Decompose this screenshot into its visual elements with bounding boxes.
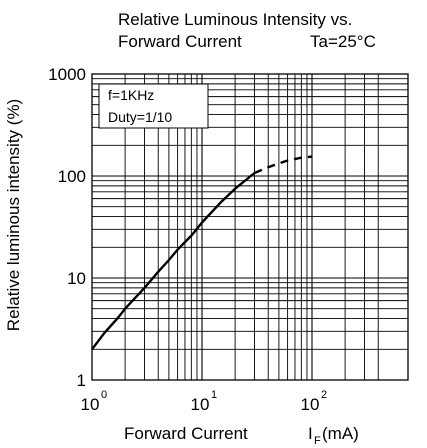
x-tick-label: 10 2 bbox=[301, 389, 328, 414]
x-axis-label: Forward Current I F (mA) bbox=[124, 424, 359, 447]
condition-label: Ta=25°C bbox=[310, 32, 376, 51]
x-tick-label: 10 0 bbox=[81, 389, 108, 414]
x-axis-label-subscript: F bbox=[314, 435, 321, 447]
grid bbox=[91, 73, 409, 381]
y-tick-label: 10 bbox=[67, 269, 86, 288]
x-tick-exponent: 0 bbox=[101, 389, 107, 401]
y-axis-label: Relative luminous intensity (%) bbox=[4, 99, 23, 331]
series-curve-solid bbox=[91, 172, 256, 351]
x-tick-base: 10 bbox=[301, 395, 320, 414]
chart-title-line2: Forward Current bbox=[118, 32, 242, 51]
series-curve-dashed bbox=[254, 155, 313, 175]
x-tick-exponent: 1 bbox=[211, 389, 217, 401]
series-curves bbox=[91, 155, 313, 351]
y-tick-label: 1000 bbox=[48, 65, 86, 84]
x-axis-label-text: Forward Current bbox=[124, 424, 248, 443]
x-tick-exponent: 2 bbox=[321, 389, 327, 401]
x-tick-label: 10 1 bbox=[191, 389, 218, 414]
x-tick-base: 10 bbox=[191, 395, 210, 414]
legend-box: f=1KHz Duty=1/10 bbox=[98, 83, 209, 129]
y-tick-label: 100 bbox=[58, 167, 86, 186]
y-tick-labels: 1 10 100 1000 bbox=[48, 65, 86, 390]
x-tick-base: 10 bbox=[81, 395, 100, 414]
x-axis-label-unit: (mA) bbox=[322, 424, 359, 443]
chart-title-line1: Relative Luminous Intensity vs. bbox=[118, 10, 352, 29]
y-tick-label: 1 bbox=[77, 371, 86, 390]
legend-duty: Duty=1/10 bbox=[108, 109, 172, 125]
plot-frame bbox=[91, 73, 409, 381]
x-tick-labels: 10 0 10 1 10 2 bbox=[81, 389, 328, 414]
legend-background bbox=[98, 83, 209, 129]
x-axis-label-symbol: I bbox=[308, 424, 313, 443]
legend-frequency: f=1KHz bbox=[108, 87, 154, 103]
